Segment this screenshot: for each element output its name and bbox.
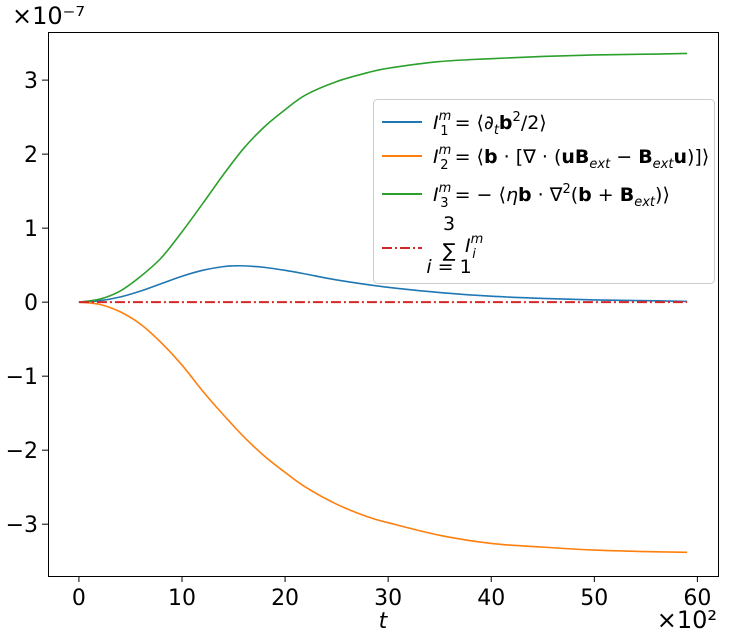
- legend-entry-sum: 3 ∑ i = 1 Im i: [426, 213, 483, 278]
- series-line-3: [78, 52, 688, 303]
- legend-entry-i2: Im 2 = ⟨b · [∇ · (uBext − Bextu)]⟩: [433, 143, 709, 173]
- y-tick-label: 2: [24, 143, 38, 168]
- x-tick-label: 50: [580, 586, 608, 611]
- y-tick-label: 0: [24, 291, 38, 316]
- y-axis-ticks: −3 −2 −1 0 1 2 3: [6, 69, 48, 538]
- legend-entry-i1: Im 1 = ⟨∂tb2/2⟩: [433, 109, 547, 139]
- plot-marks: [78, 52, 688, 554]
- svg-text:3: 3: [443, 213, 455, 235]
- y-tick-label: −3: [6, 513, 38, 538]
- x-tick-label: 60: [683, 586, 711, 611]
- x-axis-offset-label: ×10²: [657, 606, 717, 634]
- x-tick-label: 30: [374, 586, 402, 611]
- legend-entry-i3: Im 3 = − ⟨ηb · ∇2(b + Bext)⟩: [433, 181, 670, 211]
- svg-text:i = 1: i = 1: [426, 256, 471, 278]
- y-tick-label: 3: [24, 69, 38, 94]
- x-tick-label: 10: [168, 586, 196, 611]
- x-axis-label: t: [379, 609, 389, 634]
- legend-box: [373, 99, 715, 284]
- y-tick-label: −2: [6, 439, 38, 464]
- x-axis-ticks: 0 10 20 30 40 50 60: [72, 576, 711, 611]
- svg-text:Imi: Im i: [465, 232, 483, 262]
- plot-frame: [48, 32, 719, 577]
- y-tick-label: −1: [6, 365, 38, 390]
- x-tick-label: 20: [271, 586, 299, 611]
- y-tick-label: 1: [24, 217, 38, 242]
- series-line-1: [78, 264, 688, 303]
- x-tick-label: 0: [72, 586, 86, 611]
- series-line-2: [78, 301, 688, 554]
- y-axis-offset-label: ×10⁻⁷: [12, 2, 85, 30]
- legend: Im 1 = ⟨∂tb2/2⟩ Im 2 = ⟨b · [∇ · (uBext − …: [373, 99, 715, 284]
- x-tick-label: 40: [477, 586, 505, 611]
- svg-text:∑: ∑: [443, 240, 456, 262]
